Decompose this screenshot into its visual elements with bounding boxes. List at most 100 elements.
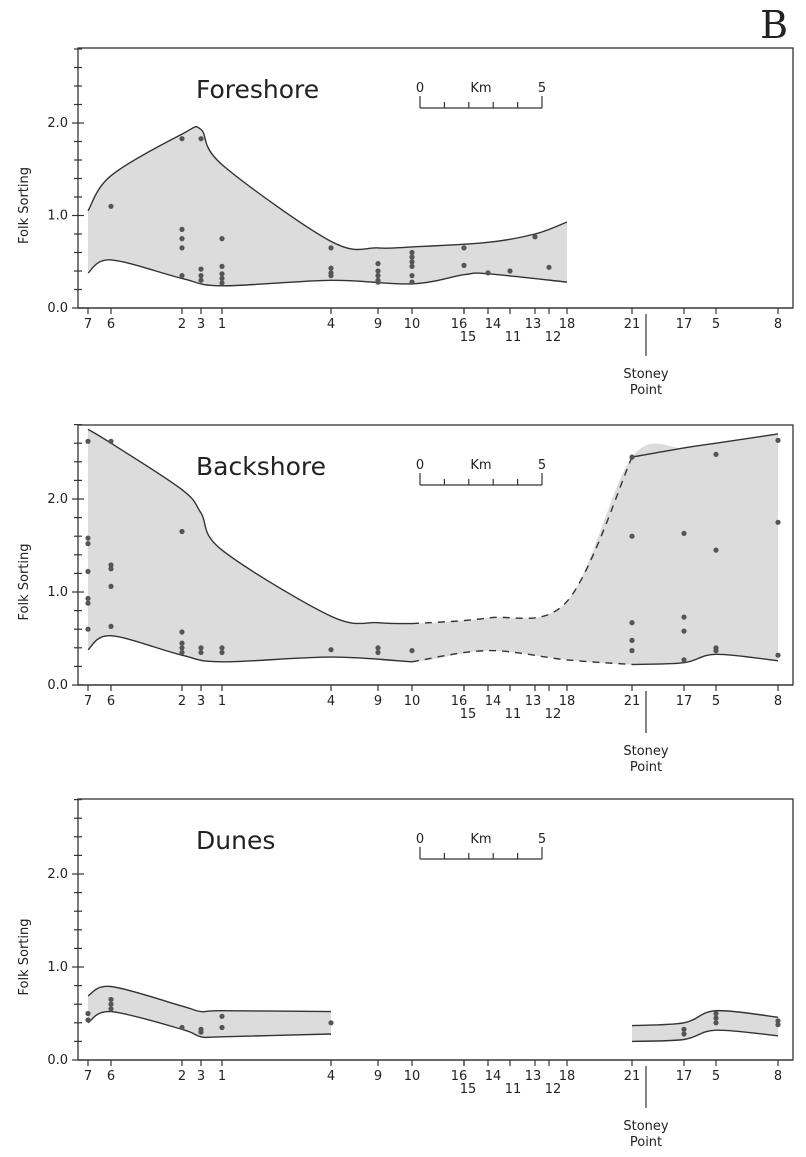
sample-point (85, 595, 91, 602)
sample-point (85, 438, 91, 444)
x-tick-label: 14 (485, 694, 502, 709)
sample-point (485, 270, 491, 276)
lower-envelope-line-dashed (411, 649, 633, 666)
x-tick-label: 4 (327, 1069, 335, 1084)
sample-point (179, 645, 185, 651)
x-tick-label: 17 (676, 317, 693, 332)
x-tick-label: 6 (107, 317, 115, 332)
sample-point (375, 273, 381, 279)
upper-envelope-line (87, 985, 332, 1013)
x-tick-label: 11 (505, 707, 522, 722)
x-tick-label: 16 (451, 694, 468, 709)
sample-point (713, 648, 719, 654)
x-tick-label: 4 (327, 694, 335, 709)
x-tick-label: 10 (404, 317, 421, 332)
sample-point (108, 203, 114, 209)
sample-point (108, 583, 114, 590)
x-tick-label: 7 (84, 1069, 92, 1084)
sample-point (328, 647, 334, 653)
y-tick-label: 1.0 (47, 960, 68, 975)
x-tick-label: 8 (774, 317, 782, 332)
x-tick-label: 11 (505, 330, 522, 345)
sample-point (85, 535, 91, 541)
sample-point (546, 264, 552, 270)
x-tick-label: 4 (327, 317, 335, 332)
sample-point (409, 273, 415, 279)
sample-point (713, 1020, 719, 1026)
y-tick-label: 1.0 (47, 585, 68, 600)
panel-title: Foreshore (196, 75, 319, 104)
x-tick-label: 18 (559, 694, 576, 709)
x-tick-label: 5 (712, 317, 720, 332)
sample-point (219, 645, 225, 651)
sample-point (328, 273, 334, 279)
sample-point (179, 136, 185, 142)
sample-point (108, 996, 114, 1003)
x-tick-label: 8 (774, 1069, 782, 1084)
sample-point (629, 648, 635, 654)
x-tick-label: 15 (460, 1082, 477, 1097)
upper-envelope-line (87, 126, 568, 251)
sample-point (198, 266, 204, 272)
x-tick-label: 2 (178, 317, 186, 332)
sample-point (775, 519, 781, 525)
sample-point (179, 528, 185, 535)
sample-point (328, 265, 334, 271)
scale-bar-end: 5 (538, 458, 546, 473)
x-tick-label: 18 (559, 1069, 576, 1084)
sample-point (219, 236, 225, 242)
x-tick-label: 6 (107, 694, 115, 709)
x-tick-label: 12 (545, 1082, 562, 1097)
sample-point (629, 620, 635, 626)
stoney-point-label: Stoney (623, 367, 669, 382)
x-tick-label: 2 (178, 694, 186, 709)
sample-point (179, 629, 185, 635)
x-tick-label: 1 (218, 1069, 226, 1084)
scale-bar-start: 0 (416, 458, 424, 473)
x-tick-label: 21 (624, 694, 641, 709)
y-tick-label: 2.0 (47, 492, 68, 507)
y-tick-label: 2.0 (47, 867, 68, 882)
sample-point (219, 263, 225, 269)
sample-point (629, 454, 635, 460)
x-tick-label: 10 (404, 694, 421, 709)
sample-point (108, 1006, 114, 1012)
lower-envelope-line (87, 259, 568, 287)
sample-point (198, 649, 204, 656)
y-tick-label: 2.0 (47, 116, 68, 131)
x-tick-label: 5 (712, 1069, 720, 1084)
sample-point (179, 1024, 185, 1031)
sample-point (219, 649, 225, 656)
sample-point (198, 1029, 204, 1035)
y-tick-label: 0.0 (47, 678, 68, 693)
sample-point (713, 1010, 719, 1017)
x-tick-label: 1 (218, 317, 226, 332)
sample-point (409, 648, 415, 654)
sample-point (681, 657, 687, 663)
sample-point (219, 280, 225, 286)
sample-point (179, 640, 185, 646)
sorting-envelope (88, 429, 778, 665)
x-tick-label: 21 (624, 1069, 641, 1084)
sample-point (198, 645, 204, 651)
sample-point (629, 637, 635, 644)
sample-point (328, 1020, 334, 1026)
sample-point (775, 652, 781, 658)
sample-point (219, 271, 225, 277)
sample-point (108, 562, 114, 568)
x-tick-label: 16 (451, 1069, 468, 1084)
sample-point (713, 547, 719, 553)
sample-point (461, 262, 467, 268)
x-tick-label: 12 (545, 330, 562, 345)
x-tick-label: 3 (197, 317, 205, 332)
stoney-point-label: Stoney (623, 744, 669, 759)
sample-point (85, 626, 91, 632)
sorting-envelope (88, 126, 567, 286)
sample-point (108, 623, 114, 630)
sample-point (681, 614, 687, 620)
y-axis-label: Folk Sorting (17, 167, 32, 244)
sample-point (681, 628, 687, 634)
upper-envelope-line (631, 1009, 779, 1027)
